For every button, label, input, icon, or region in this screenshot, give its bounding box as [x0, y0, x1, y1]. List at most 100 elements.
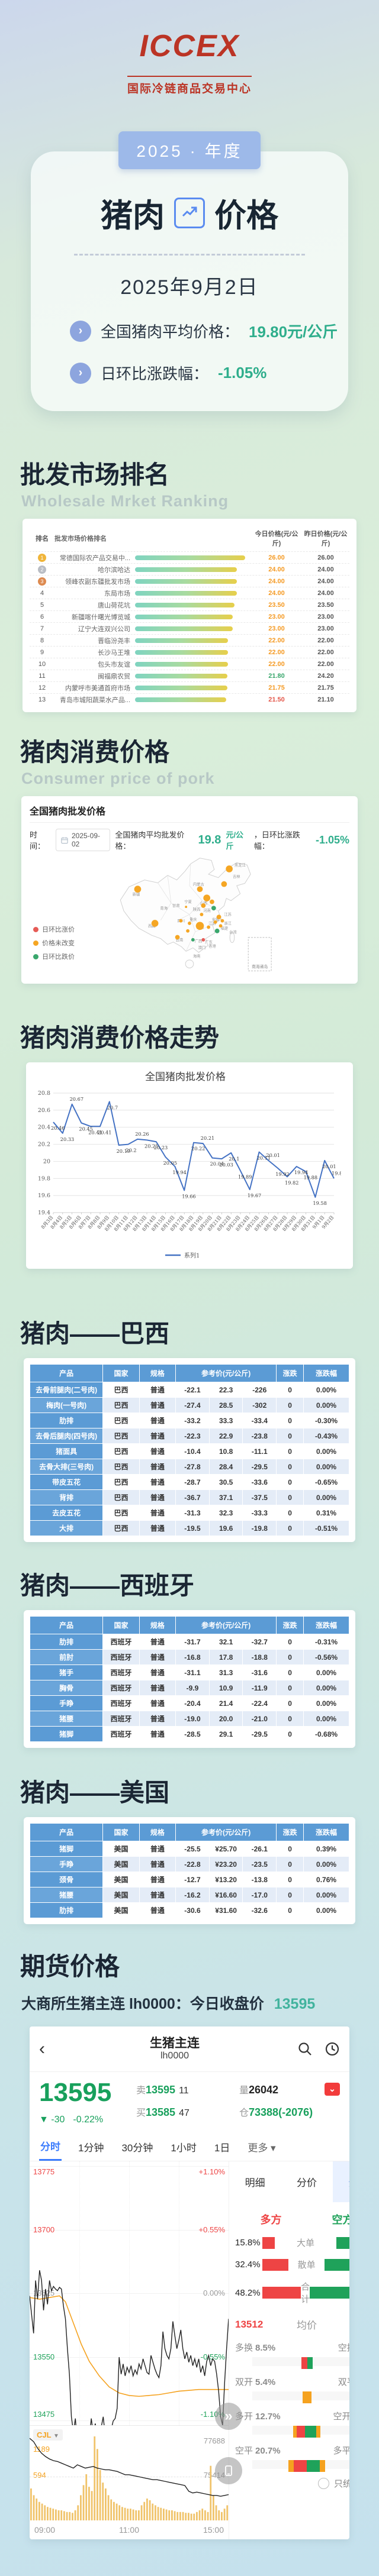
ask-label: 卖 — [136, 2086, 146, 2096]
svg-text:新疆: 新疆 — [133, 891, 140, 897]
volume-label: 量 — [239, 2086, 249, 2096]
svg-text:台湾: 台湾 — [229, 929, 237, 935]
table-row: 10 包头市友谊 22.00 22.00 — [30, 658, 349, 670]
map-dot — [200, 913, 204, 916]
alert-badge-icon[interactable]: ⌄ — [325, 2083, 340, 2096]
search-icon[interactable] — [297, 2041, 313, 2057]
futures-title: 期货价格 — [20, 1953, 120, 1980]
open-interest-value: 73388(-2076) — [249, 2106, 313, 2118]
contract-name: 生猪主连 — [150, 2036, 200, 2050]
table-row: 13 青岛市城阳蔬菜水产品... 21.50 21.10 — [30, 693, 349, 705]
svg-text:云南: 云南 — [176, 937, 184, 942]
panel-tab-分笔[interactable]: 分笔 — [332, 2161, 349, 2203]
expand-button[interactable]: » — [215, 2403, 242, 2430]
svg-text:安徽: 安徽 — [212, 917, 220, 922]
svg-text:20.01: 20.01 — [266, 1152, 280, 1158]
tab-分时[interactable]: 分时 — [39, 2134, 62, 2161]
open-interest-label: 仓 — [239, 2108, 249, 2118]
svg-text:19.8: 19.8 — [38, 1175, 50, 1182]
brand-subtitle: 国际冷链商品交易中心 — [127, 76, 252, 96]
more-tabs-dropdown[interactable]: 更多 ▾ — [248, 2142, 276, 2154]
svg-text:19.94: 19.94 — [172, 1169, 186, 1175]
table-row: 猪脚 美国 普通 -25.5 ¥25.70 -26.1 0 0.39% — [29, 1841, 349, 1857]
svg-text:广西: 广西 — [195, 938, 203, 943]
table-row: 手睁 西班牙 普通 -20.4 21.4 -22.4 0 0.00% — [29, 1695, 349, 1711]
svg-text:20.11: 20.11 — [257, 1155, 271, 1161]
table-row: 肋排 巴西 普通 -33.2 33.3 -33.4 0 -0.30% — [29, 1413, 349, 1428]
day-change-label: 日环比涨跌幅： — [101, 365, 209, 383]
tab-1小时[interactable]: 1小时 — [171, 2142, 197, 2154]
avg-price-label: 全国猪肉平均价格： — [101, 323, 240, 341]
time-axis: 09:00 11:00 15:00 — [34, 2525, 224, 2535]
last-price: 13595 — [39, 2078, 112, 2107]
tab-30分钟[interactable]: 30分钟 — [121, 2142, 153, 2154]
table-row: 1 常德国际农产品交易中... 26.00 26.00 — [30, 551, 349, 563]
svg-text:20.45: 20.45 — [79, 1126, 92, 1132]
svg-text:甘肃: 甘肃 — [172, 903, 180, 908]
back-button[interactable]: ‹ — [39, 2039, 45, 2058]
hero-card: 猪肉 价格 2025年9月2日 › 全国猪肉平均价格： 19.80元/公斤 › … — [31, 151, 348, 411]
brazil-table-card: 产品 国家 规格 参考价(元/公斤) 涨跌 涨跌幅 去骨前腿肉(二号肉) 巴西 普通 -22.1 2… — [24, 1358, 355, 1542]
intraday-chart: 13775 +1.10% 13700 +0.55% 13625 0.00% 13550 -0.… — [30, 2161, 242, 2540]
svg-text:江西: 江西 — [208, 921, 216, 926]
map-dot — [216, 914, 221, 920]
bid-qty: 47 — [179, 2108, 190, 2118]
ask-price: 13595 — [146, 2084, 176, 2096]
map-dot — [220, 919, 224, 923]
table-row: 6 新疆喀什曙光博览城 23.00 23.00 — [30, 610, 349, 622]
svg-text:19.6: 19.6 — [38, 1192, 50, 1199]
svg-text:20.41: 20.41 — [98, 1129, 111, 1135]
col-market: 批发市场价格排名 — [54, 535, 107, 542]
avg-price-bullet: › 全国猪肉平均价格： 19.80元/公斤 — [70, 320, 348, 342]
order-split-rows: 15.8%大单18.8%32.4%散单33.0%48.2%合计51.8% — [235, 2236, 349, 2305]
map-dot — [191, 938, 195, 942]
map-dot — [214, 928, 220, 933]
volume-pane: CJL ▼ 1189 594 77688 75414 — [30, 2425, 229, 2523]
clock-icon[interactable] — [325, 2041, 340, 2057]
svg-text:西藏: 西藏 — [148, 923, 156, 928]
svg-text:20.33: 20.33 — [60, 1136, 74, 1142]
futures-close-line: 大商所生猪主连 lh0000：今日收盘价 13595 — [21, 1992, 379, 2013]
usa-table-card: 产品 国家 规格 参考价(元/公斤) 涨跌 涨跌幅 猪脚 美国 普通 -25.5 ¥25.70 -26… — [24, 1817, 355, 1924]
date-picker[interactable]: 2025-09-02 — [56, 829, 111, 851]
bid-label: 买 — [136, 2108, 146, 2118]
svg-text:20.6: 20.6 — [38, 1107, 50, 1114]
time-label: 时间： — [30, 830, 46, 851]
table-row: 颈骨 美国 普通 -12.7 ¥13.20 -13.8 0 0.76% — [29, 1872, 349, 1887]
trend-title: 猪肉消费价格走势 — [20, 1024, 220, 1052]
ranking-header-row: 排名 批发市场价格排名 今日价格(元/公斤) 昨日价格(元/公斤) — [30, 525, 349, 551]
map-dot — [203, 894, 211, 902]
ranking-subtitle: Wholesale Mrket Ranking — [21, 492, 229, 510]
svg-text:20.67: 20.67 — [70, 1096, 83, 1102]
rotate-screen-button[interactable] — [215, 2457, 242, 2485]
map-dot — [188, 922, 191, 925]
svg-text:19.94: 19.94 — [294, 1169, 308, 1175]
svg-text:19.82: 19.82 — [285, 1179, 298, 1185]
dashed-divider — [74, 254, 305, 256]
table-row: 带皮五花 巴西 普通 -28.7 30.5 -33.6 0 -0.65% — [29, 1474, 349, 1490]
svg-text:20.26: 20.26 — [135, 1131, 149, 1137]
svg-text:20.04: 20.04 — [210, 1161, 224, 1167]
phone-icon — [225, 2465, 232, 2477]
svg-text:19.8: 19.8 — [332, 1170, 341, 1176]
map-avg-value: 19.8 — [198, 833, 221, 846]
map-dot — [207, 925, 211, 929]
svg-text:20.03: 20.03 — [219, 1162, 233, 1168]
table-row: 3 领峰农副东疆批发市场 24.00 24.00 — [30, 575, 349, 587]
col-today: 今日价格(元/公斤) — [255, 531, 298, 547]
panel-tab-明细[interactable]: 明细 — [245, 2177, 265, 2189]
table-row: 12 内蒙呼市美通首府市场 21.75 21.75 — [30, 681, 349, 693]
tab-1日[interactable]: 1日 — [214, 2142, 230, 2154]
svg-text:广东: 广东 — [205, 939, 213, 945]
table-row: 猪腰 美国 普通 -16.2 ¥16.60 -17.0 0 0.00% — [29, 1887, 349, 1903]
svg-text:19.58: 19.58 — [313, 1200, 326, 1206]
svg-text:黑龙江: 黑龙江 — [235, 862, 246, 868]
big-order-filter[interactable]: 只统计大单 — [235, 2477, 349, 2490]
tab-1分钟[interactable]: 1分钟 — [78, 2142, 104, 2154]
chevron-right-icon: › — [70, 362, 91, 384]
china-map: 南海诸岛新疆黑龙江吉林内蒙古宁夏甘肃青海山西陕西河南江苏安徽浙江西藏四川重庆湖南… — [30, 851, 349, 978]
panel-tab-分价[interactable]: 分价 — [296, 2177, 317, 2189]
table-row: 胸骨 西班牙 普通 -9.9 10.9 -11.9 0 0.00% — [29, 1680, 349, 1696]
date-value: 2025-09-02 — [71, 832, 101, 848]
